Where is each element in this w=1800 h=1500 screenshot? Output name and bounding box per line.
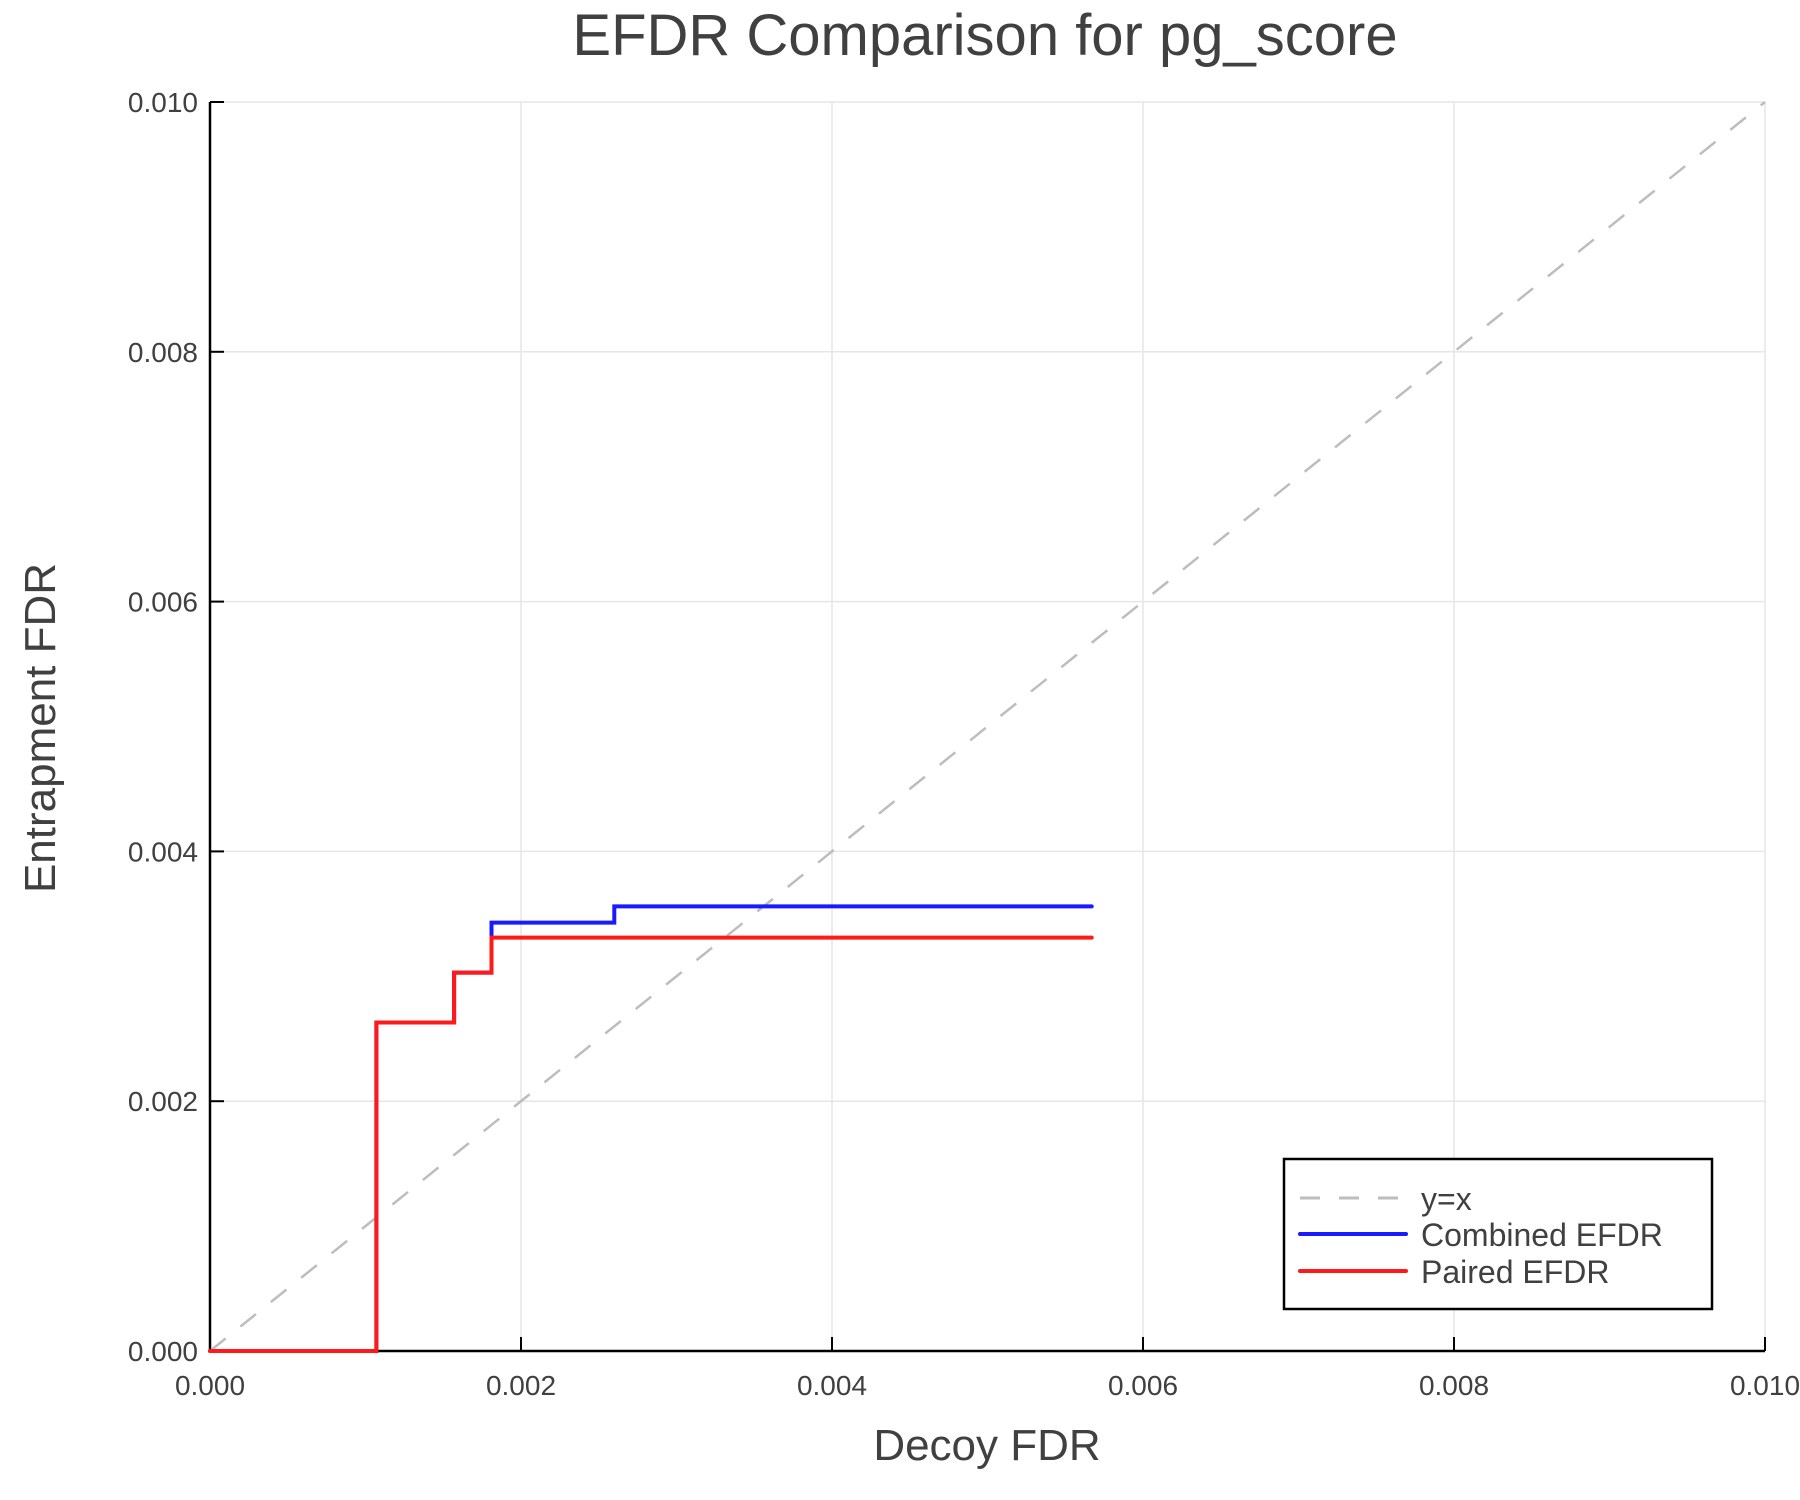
chart-title: EFDR Comparison for pg_score: [572, 3, 1397, 68]
legend-label-paired: Paired EFDR: [1421, 1254, 1610, 1290]
y-tick-label: 0.006: [128, 587, 198, 618]
grid: [210, 101, 1766, 1351]
legend-label-combined: Combined EFDR: [1421, 1217, 1663, 1253]
y-tick-label: 0.002: [128, 1086, 198, 1117]
legend-label-yx: y=x: [1421, 1181, 1472, 1217]
y-tick-label: 0.004: [128, 836, 198, 867]
x-tick-label: 0.004: [797, 1370, 867, 1401]
y-tick-label: 0.008: [128, 337, 198, 368]
x-axis-ticks: 0.000 0.002 0.004 0.006 0.008 0.010: [175, 1337, 1800, 1401]
y-axis-ticks: 0.000 0.002 0.004 0.006 0.008 0.010: [128, 87, 224, 1367]
x-tick-label: 0.006: [1108, 1370, 1178, 1401]
series-combined-efdr: [208, 904, 1094, 1353]
y-tick-label: 0.010: [128, 87, 198, 118]
series-paired-efdr: [208, 935, 1094, 1353]
x-tick-label: 0.002: [486, 1370, 556, 1401]
y-axis-label: Entrapment FDR: [16, 563, 65, 893]
y-tick-label: 0.000: [128, 1336, 198, 1367]
legend: y=x Combined EFDR Paired EFDR: [1282, 1157, 1714, 1311]
axes: [208, 102, 1765, 1353]
x-tick-label: 0.000: [175, 1370, 245, 1401]
x-axis-label: Decoy FDR: [873, 1421, 1100, 1470]
plot-series: [208, 101, 1766, 1353]
x-tick-label: 0.010: [1730, 1370, 1800, 1401]
x-tick-label: 0.008: [1419, 1370, 1489, 1401]
